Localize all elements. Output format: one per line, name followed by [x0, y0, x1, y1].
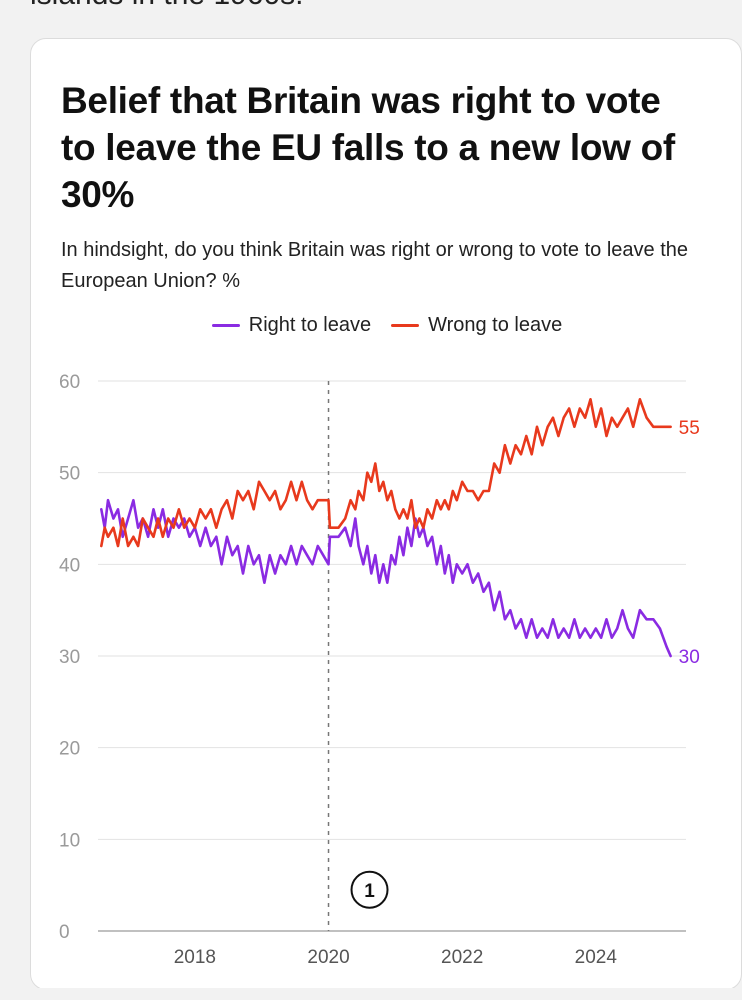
- x-tick-label-2024: 2024: [575, 947, 618, 968]
- legend-label-wrong-to-leave: Wrong to leave: [428, 314, 563, 336]
- x-tick-label-2020: 2020: [307, 947, 349, 968]
- chart-card: Belief that Britain was right to vote to…: [30, 38, 742, 990]
- legend-swatch-wrong-to-leave: [391, 324, 420, 327]
- chart-title: Belief that Britain was right to vote to…: [61, 80, 675, 215]
- line-chart: 0 10 20 30 40 50 60 2018 2020 2022 2024 1 30 55: [59, 372, 700, 968]
- y-tick-label-50: 50: [59, 464, 80, 485]
- series-line-right-to-leave: [100, 498, 672, 658]
- legend-label-right-to-leave: Right to leave: [248, 314, 372, 336]
- chart-subtitle: In hindsight, do you think Britain was r…: [61, 239, 689, 292]
- end-label-right-to-leave: 30: [679, 647, 700, 668]
- x-tick-label-2022: 2022: [441, 947, 483, 968]
- chart-legend: Right to leave Wrong to leave: [31, 314, 742, 337]
- y-tick-label-0: 0: [59, 922, 70, 943]
- annotation-marker-circle: [350, 870, 389, 909]
- x-tick-label-2018: 2018: [174, 947, 216, 968]
- series-line-wrong-to-leave: [100, 398, 672, 548]
- legend-item-wrong-to-leave: Wrong to leave: [391, 314, 562, 337]
- y-tick-label-40: 40: [59, 555, 80, 576]
- legend-item-right-to-leave: Right to leave: [211, 314, 372, 337]
- previous-article-text: islands in the 1960s.: [30, 0, 304, 12]
- card-bottom-edge: [30, 988, 742, 1000]
- y-tick-label-20: 20: [59, 739, 80, 760]
- y-tick-label-10: 10: [59, 830, 80, 851]
- legend-swatch-right-to-leave: [211, 324, 240, 327]
- y-tick-label-30: 30: [59, 647, 80, 668]
- y-tick-label-60: 60: [59, 372, 80, 393]
- annotation-marker-label: 1: [364, 881, 375, 902]
- end-label-wrong-to-leave: 55: [679, 418, 700, 439]
